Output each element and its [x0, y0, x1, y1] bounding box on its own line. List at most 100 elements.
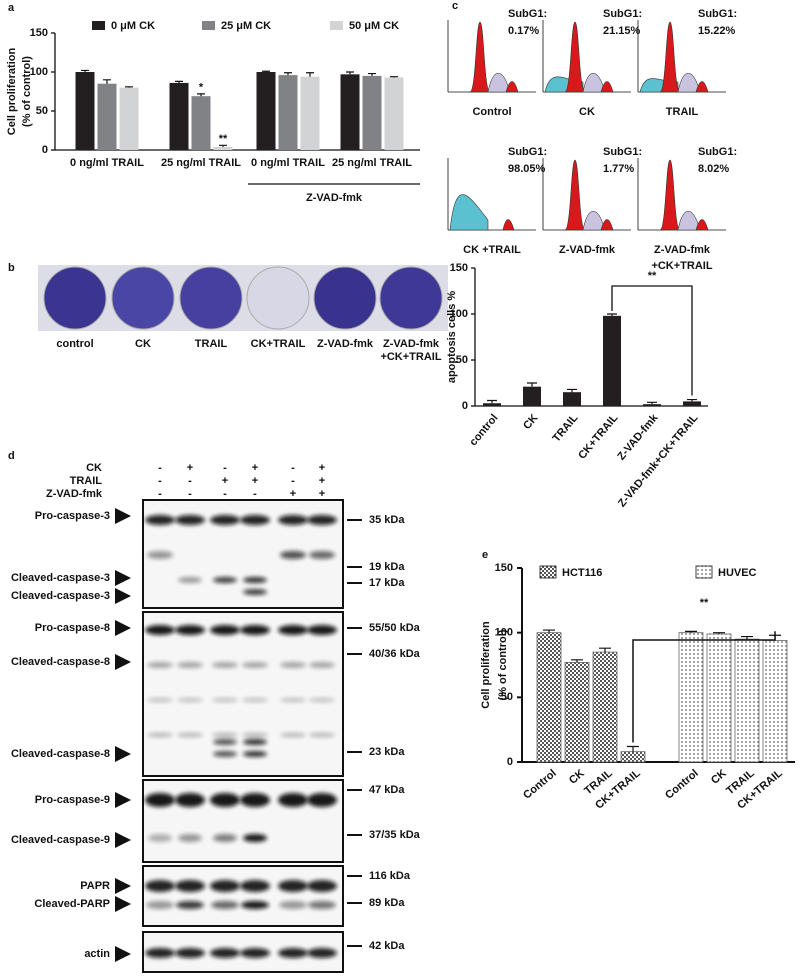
blot-band — [278, 515, 308, 525]
legend-label: HCT116 — [562, 567, 602, 579]
error-bar — [219, 144, 227, 147]
bar — [191, 96, 211, 150]
plate-well — [379, 266, 443, 330]
blot-band — [147, 733, 173, 737]
error-bar — [487, 399, 497, 404]
band-label: Cleaved-caspase-3 — [11, 572, 110, 584]
blot-band — [280, 733, 306, 737]
error-bar — [125, 86, 133, 88]
blot-band — [240, 948, 270, 958]
blot-band — [240, 793, 270, 807]
error-bar — [197, 93, 205, 97]
error-bar — [713, 632, 725, 634]
blot-band — [307, 515, 337, 525]
blot-band — [175, 515, 205, 525]
blot-band — [243, 751, 267, 757]
blot-band — [147, 698, 173, 702]
y-tick-label: 50 — [501, 691, 513, 703]
band-label: actin — [84, 948, 110, 960]
annotation: ** — [648, 270, 657, 282]
band-arrow — [115, 654, 131, 670]
x-tick-label: Control — [521, 767, 559, 801]
bar — [683, 401, 701, 406]
band-arrow — [115, 946, 131, 962]
treatment-sign: + — [252, 475, 258, 487]
band-arrow — [115, 896, 131, 912]
sample-label: Z-VAD-fmk — [559, 244, 616, 256]
error-bar — [81, 69, 89, 72]
subg1-value: 15.22% — [698, 25, 736, 37]
y-tick-label: 50 — [36, 105, 48, 117]
blot-band — [175, 793, 205, 807]
panel-letter: b — [8, 262, 15, 274]
subg1-value: 98.05% — [508, 163, 546, 175]
x-tick-label: Z-VAD-fmk+CK+TRAIL — [616, 412, 701, 510]
treatment-sign: - — [253, 488, 257, 500]
blot-band — [213, 751, 237, 757]
blot-band — [243, 834, 267, 842]
treatment-sign: + — [319, 488, 325, 500]
blot-band — [240, 625, 270, 635]
treatment-sign: + — [252, 462, 258, 474]
x-tick-label: 0 ng/ml TRAIL — [251, 157, 325, 169]
legend-label: HUVEC — [718, 567, 757, 579]
x-tick-label: CK — [521, 412, 540, 432]
g1-peak — [564, 21, 586, 93]
g2-peak — [600, 81, 614, 93]
bar — [592, 651, 618, 763]
blot-band — [145, 948, 175, 958]
legend-label: 50 μM CK — [349, 20, 399, 32]
x-tick-label: Control — [663, 767, 701, 801]
blot-panel — [142, 865, 344, 927]
marker-label: 23 kDa — [369, 746, 405, 758]
blot-band — [178, 834, 202, 842]
plate-well — [246, 266, 310, 330]
x-tick-label: TRAIL — [551, 412, 581, 445]
blot-band — [210, 793, 240, 807]
blot-panel — [142, 779, 344, 863]
blot-band — [177, 733, 203, 737]
sample-label: CK +TRAIL — [463, 244, 521, 256]
blot-band — [278, 793, 308, 807]
marker-label: 55/50 kDa — [369, 622, 421, 634]
blot-band — [213, 577, 237, 583]
error-bar — [627, 745, 639, 752]
bar — [278, 75, 298, 150]
bar — [300, 76, 320, 150]
g2-peak — [695, 81, 709, 93]
error-bar — [571, 659, 583, 663]
treatment-sign: - — [291, 462, 295, 474]
band-label: Cleaved-caspase-8 — [11, 748, 110, 760]
bar — [678, 632, 704, 763]
y-tick-label: 100 — [30, 66, 48, 78]
y-axis-label: apoptosis cells % — [446, 291, 458, 384]
marker-label: 35 kDa — [369, 514, 405, 526]
blot-band — [280, 551, 306, 559]
bar — [340, 74, 360, 150]
band-arrow — [115, 832, 131, 848]
blot-band — [145, 793, 175, 807]
marker-label: 17 kDa — [369, 577, 405, 589]
blot-band — [175, 948, 205, 958]
blot-band — [177, 698, 203, 702]
blot-band — [240, 880, 270, 892]
plate-well — [43, 266, 107, 330]
x-tick-label: CK — [567, 767, 587, 786]
blot-band — [147, 551, 173, 559]
treatment-sign: - — [223, 488, 227, 500]
treatment-sign: - — [158, 475, 162, 487]
blot-band — [242, 698, 268, 702]
blot-band — [147, 662, 173, 668]
y-tick-label: 0 — [462, 400, 468, 412]
blot-band — [243, 589, 267, 595]
group-label: Z-VAD-fmk — [306, 192, 363, 204]
bar — [97, 83, 117, 150]
marker-label: 40/36 kDa — [369, 648, 421, 660]
blot-band — [212, 733, 238, 737]
subg1-label: SubG1: — [698, 146, 737, 158]
error-bar — [647, 401, 657, 405]
subg1-value: 8.02% — [698, 163, 729, 175]
error-bar — [741, 635, 753, 640]
bar — [603, 315, 621, 406]
